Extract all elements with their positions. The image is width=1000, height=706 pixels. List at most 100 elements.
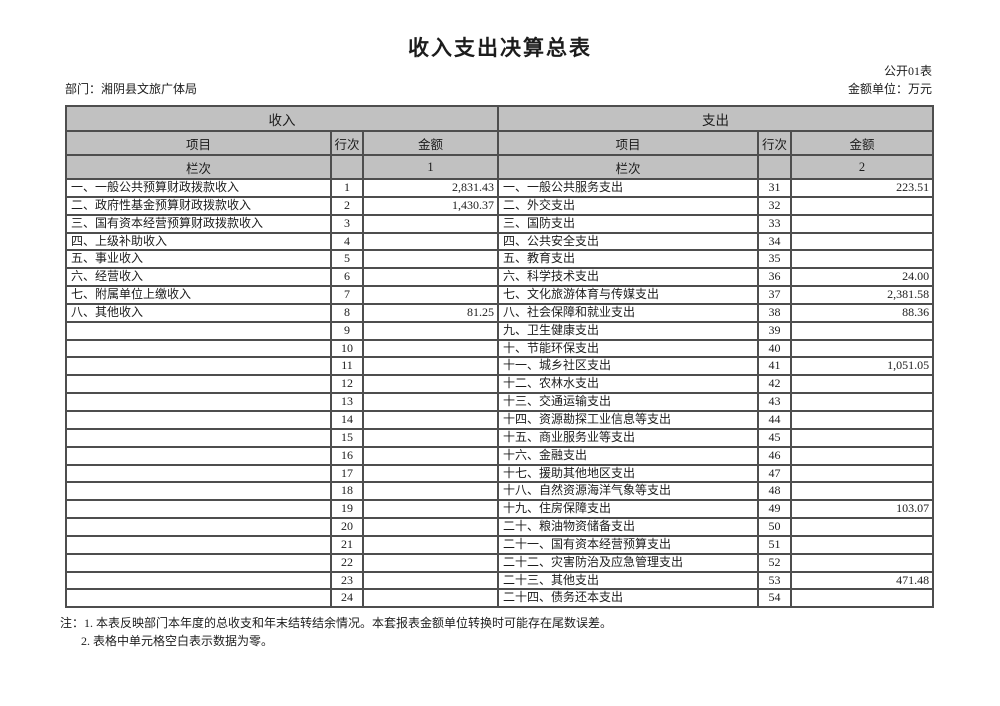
expense-item-cell: 一、一般公共服务支出 — [497, 178, 760, 198]
income-amount-cell — [361, 409, 500, 430]
income-lanci-line-cell — [330, 154, 364, 180]
income-item-cell: 一、一般公共预算财政拨款收入 — [65, 178, 332, 198]
expense-line-cell: 44 — [757, 409, 793, 430]
meta-row: 部门：湘阴县文旅广体局 金额单位：万元 — [65, 80, 932, 97]
expense-amount-cell — [790, 320, 935, 341]
income-line-cell: 22 — [330, 552, 364, 573]
table-row: 21 二十一、国有资本经营预算支出 51 — [65, 534, 935, 555]
income-item-cell — [65, 463, 332, 484]
table-row: 七、附属单位上缴收入 7 七、文化旅游体育与传媒支出 37 2,381.58 — [65, 285, 935, 305]
income-line-cell: 8 — [330, 302, 364, 323]
table-row: 24 二十四、债务还本支出 54 — [65, 588, 935, 609]
income-amount-cell — [361, 570, 500, 591]
income-amount-cell — [361, 427, 500, 448]
expense-item-cell: 五、教育支出 — [497, 249, 760, 270]
income-line-cell: 6 — [330, 267, 364, 288]
income-item-cell — [65, 392, 332, 412]
table-row: 22 二十二、灾害防治及应急管理支出 52 — [65, 552, 935, 573]
income-amount-cell — [361, 249, 500, 270]
expense-amount-cell — [790, 445, 935, 466]
expense-amount-cell — [790, 409, 935, 430]
expense-amount-cell — [790, 195, 935, 216]
table-row: 9 九、卫生健康支出 39 — [65, 320, 935, 341]
income-item-cell: 三、国有资本经营预算财政拨款收入 — [65, 213, 332, 234]
expense-amount-cell — [790, 481, 935, 502]
expense-line-cell: 31 — [757, 178, 793, 198]
expense-item-cell: 二十二、灾害防治及应急管理支出 — [497, 552, 760, 573]
column-header-row: 项目 行次 金额 项目 行次 金额 — [65, 130, 935, 156]
income-line-cell: 21 — [330, 534, 364, 555]
income-lanci-label: 栏次 — [65, 154, 332, 180]
income-line-cell: 2 — [330, 195, 364, 216]
table-row: 20 二十、粮油物资储备支出 50 — [65, 517, 935, 537]
income-item-cell — [65, 499, 332, 520]
expense-amount-cell: 88.36 — [790, 302, 935, 323]
expense-amount-cell: 2,381.58 — [790, 285, 935, 305]
income-amount-cell — [361, 285, 500, 305]
expense-column-number: 2 — [790, 154, 935, 180]
table-body: 一、一般公共预算财政拨款收入 1 2,831.43 一、一般公共服务支出 31 … — [65, 178, 935, 609]
table-row: 14 十四、资源勘探工业信息等支出 44 — [65, 409, 935, 430]
expense-line-cell: 41 — [757, 356, 793, 377]
expense-item-cell: 二、外交支出 — [497, 195, 760, 216]
income-item-cell — [65, 552, 332, 573]
expense-item-cell: 十、节能环保支出 — [497, 338, 760, 359]
income-line-cell: 17 — [330, 463, 364, 484]
table-row: 23 二十三、其他支出 53 471.48 — [65, 570, 935, 591]
expense-line-cell: 39 — [757, 320, 793, 341]
income-item-cell: 二、政府性基金预算财政拨款收入 — [65, 195, 332, 216]
income-amount-header: 金额 — [361, 130, 500, 156]
expense-amount-cell — [790, 517, 935, 537]
expense-line-cell: 52 — [757, 552, 793, 573]
expense-amount-cell — [790, 463, 935, 484]
table-row: 16 十六、金融支出 46 — [65, 445, 935, 466]
income-amount-cell — [361, 517, 500, 537]
expense-line-cell: 43 — [757, 392, 793, 412]
income-item-cell — [65, 356, 332, 377]
income-column-number: 1 — [361, 154, 500, 180]
income-line-cell: 7 — [330, 285, 364, 305]
note-line-2: 2. 表格中单元格空白表示数据为零。 — [81, 634, 274, 648]
income-line-cell: 23 — [330, 570, 364, 591]
unit-label: 金额单位：万元 — [847, 82, 932, 96]
table-row: 15 十五、商业服务业等支出 45 — [65, 427, 935, 448]
income-line-cell: 19 — [330, 499, 364, 520]
expense-line-cell: 33 — [757, 213, 793, 234]
expense-amount-cell: 1,051.05 — [790, 356, 935, 377]
table-row: 三、国有资本经营预算财政拨款收入 3 三、国防支出 33 — [65, 213, 935, 234]
department-label: 部门：湘阴县文旅广体局 — [65, 82, 198, 96]
expense-amount-cell: 103.07 — [790, 499, 935, 520]
expense-line-cell: 46 — [757, 445, 793, 466]
income-line-cell: 15 — [330, 427, 364, 448]
table-row: 一、一般公共预算财政拨款收入 1 2,831.43 一、一般公共服务支出 31 … — [65, 178, 935, 198]
table-row: 12 十二、农林水支出 42 — [65, 374, 935, 395]
table-row: 17 十七、援助其他地区支出 47 — [65, 463, 935, 484]
expense-item-cell: 十四、资源勘探工业信息等支出 — [497, 409, 760, 430]
income-line-cell: 13 — [330, 392, 364, 412]
income-item-cell — [65, 409, 332, 430]
expense-line-cell: 36 — [757, 267, 793, 288]
income-item-cell: 七、附属单位上缴收入 — [65, 285, 332, 305]
income-item-cell — [65, 570, 332, 591]
income-amount-cell: 81.25 — [361, 302, 500, 323]
income-item-cell: 五、事业收入 — [65, 249, 332, 270]
expense-line-cell: 50 — [757, 517, 793, 537]
income-item-cell: 六、经营收入 — [65, 267, 332, 288]
expense-item-cell: 二十一、国有资本经营预算支出 — [497, 534, 760, 555]
income-line-cell: 18 — [330, 481, 364, 502]
expense-item-cell: 十三、交通运输支出 — [497, 392, 760, 412]
income-item-cell — [65, 481, 332, 502]
income-item-header: 项目 — [65, 130, 332, 156]
income-item-cell — [65, 534, 332, 555]
income-amount-cell — [361, 213, 500, 234]
expense-amount-cell: 471.48 — [790, 570, 935, 591]
table-row: 10 十、节能环保支出 40 — [65, 338, 935, 359]
table-row: 13 十三、交通运输支出 43 — [65, 392, 935, 412]
section-header-row: 收入 支出 — [64, 105, 935, 132]
table-row: 六、经营收入 6 六、科学技术支出 36 24.00 — [65, 267, 935, 288]
income-item-cell: 八、其他收入 — [65, 302, 332, 323]
expense-amount-cell — [790, 552, 935, 573]
income-item-cell — [65, 338, 332, 359]
expense-item-cell: 四、公共安全支出 — [497, 231, 760, 252]
